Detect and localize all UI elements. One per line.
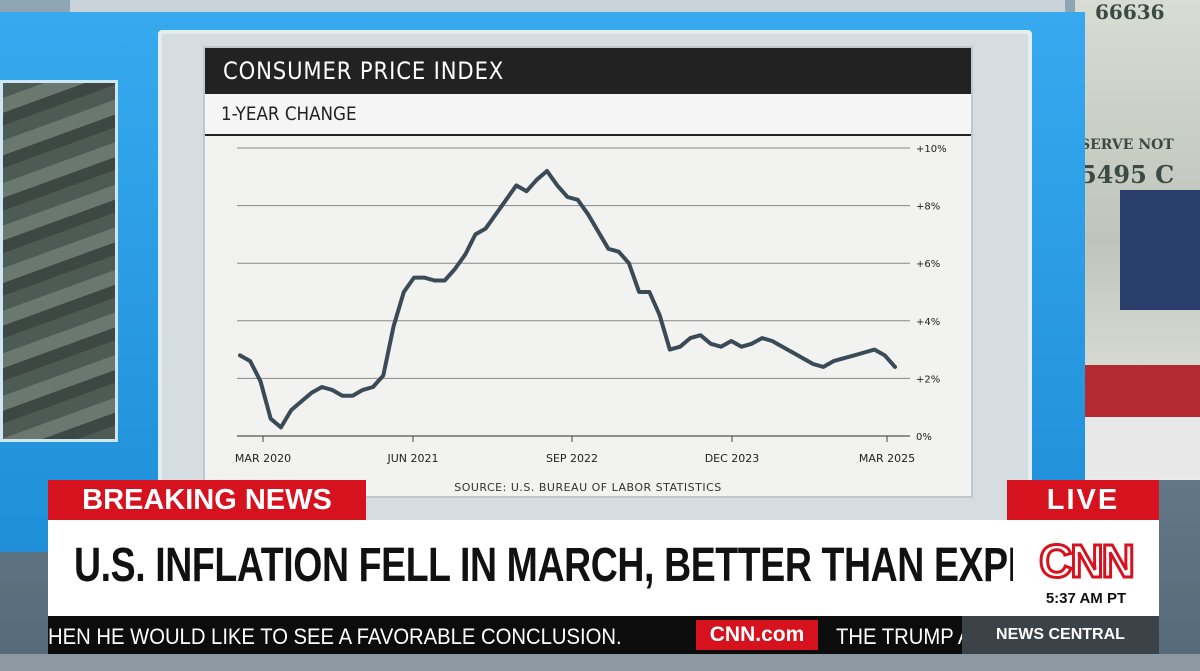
ticker-text-right: THE TRUMP AD [836, 624, 986, 649]
y-tick-label: +6% [916, 259, 940, 270]
bill-top-number: 66636 [1095, 0, 1165, 24]
chart-subtitle: 1-YEAR CHANGE [221, 103, 357, 125]
cpi-series-line [238, 169, 897, 430]
left-money-panel [0, 80, 118, 442]
x-tick-label: DEC 2023 [705, 452, 760, 465]
program-name: NEWS CENTRAL [962, 616, 1159, 654]
broadcast-time: 5:37 AM PT [1045, 590, 1127, 607]
line-chart: 0% +2% +4% +6% +8% +10% MAR 2020 JUN 2021 SEP 20… [235, 144, 947, 465]
headline: U.S. INFLATION FELL IN MARCH, BETTER THA… [74, 539, 1133, 592]
chart-source: SOURCE: U.S. BUREAU OF LABOR STATISTICS [454, 481, 722, 494]
chart-title-bar: CONSUMER PRICE INDEX [205, 48, 971, 94]
live-badge: LIVE [1007, 480, 1159, 520]
x-tick-label: MAR 2020 [235, 452, 291, 465]
cnn-logo: CNN [1038, 534, 1137, 589]
studio-floor [0, 654, 1200, 671]
y-tick-label: +4% [916, 317, 940, 328]
network-box: CNN 5:37 AM PT [1013, 520, 1159, 616]
chart-subtitle-bar: 1-YEAR CHANGE [205, 94, 971, 136]
y-tick-label: +8% [916, 202, 940, 213]
flag-canton [1120, 190, 1200, 310]
flag-red-stripe [1068, 365, 1200, 417]
y-tick-label: +10% [916, 144, 947, 155]
x-tick-label: JUN 2021 [386, 452, 438, 465]
headline-bar: U.S. INFLATION FELL IN MARCH, BETTER THA… [48, 520, 1133, 616]
chart-title: CONSUMER PRICE INDEX [223, 57, 505, 85]
breaking-news-label: BREAKING NEWS [48, 480, 366, 520]
ticker-cnn-logo: CNN.com [696, 620, 818, 650]
bill-serial: 5495 C [1080, 160, 1175, 189]
x-tick-label: SEP 2022 [546, 452, 598, 465]
y-tick-label: 0% [916, 432, 932, 443]
chart-card: CONSUMER PRICE INDEX 1-YEAR CHANGE 0% +2%… [205, 48, 971, 496]
y-tick-label: +2% [916, 374, 940, 385]
ticker-text-left: HEN HE WOULD LIKE TO SEE A FAVORABLE CON… [48, 624, 622, 649]
flag-white-stripe [1068, 417, 1200, 477]
bill-reserve-text: SERVE NOT [1080, 137, 1174, 153]
x-tick-label: MAR 2025 [859, 452, 915, 465]
